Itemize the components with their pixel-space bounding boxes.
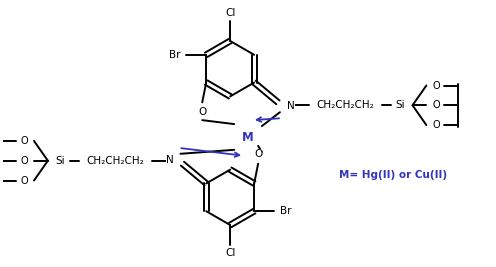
- Text: N: N: [166, 155, 174, 165]
- Text: N: N: [287, 101, 295, 111]
- Text: Cl: Cl: [225, 248, 236, 258]
- Text: O: O: [20, 136, 28, 146]
- Text: M: M: [242, 131, 254, 144]
- Text: O: O: [433, 100, 440, 110]
- Text: Si: Si: [396, 100, 405, 110]
- Text: O: O: [198, 107, 206, 117]
- Text: Br: Br: [169, 50, 180, 60]
- Text: O: O: [20, 175, 28, 186]
- Text: Br: Br: [280, 206, 292, 216]
- Text: M= Hg(II) or Cu(II): M= Hg(II) or Cu(II): [339, 170, 447, 180]
- Text: O: O: [20, 156, 28, 166]
- Text: O: O: [433, 81, 440, 91]
- Text: O: O: [254, 149, 262, 159]
- Text: O: O: [433, 120, 440, 130]
- Text: CH₂CH₂CH₂: CH₂CH₂CH₂: [316, 100, 374, 110]
- Text: Cl: Cl: [225, 8, 236, 18]
- Text: Si: Si: [55, 156, 64, 166]
- Text: CH₂CH₂CH₂: CH₂CH₂CH₂: [86, 156, 144, 166]
